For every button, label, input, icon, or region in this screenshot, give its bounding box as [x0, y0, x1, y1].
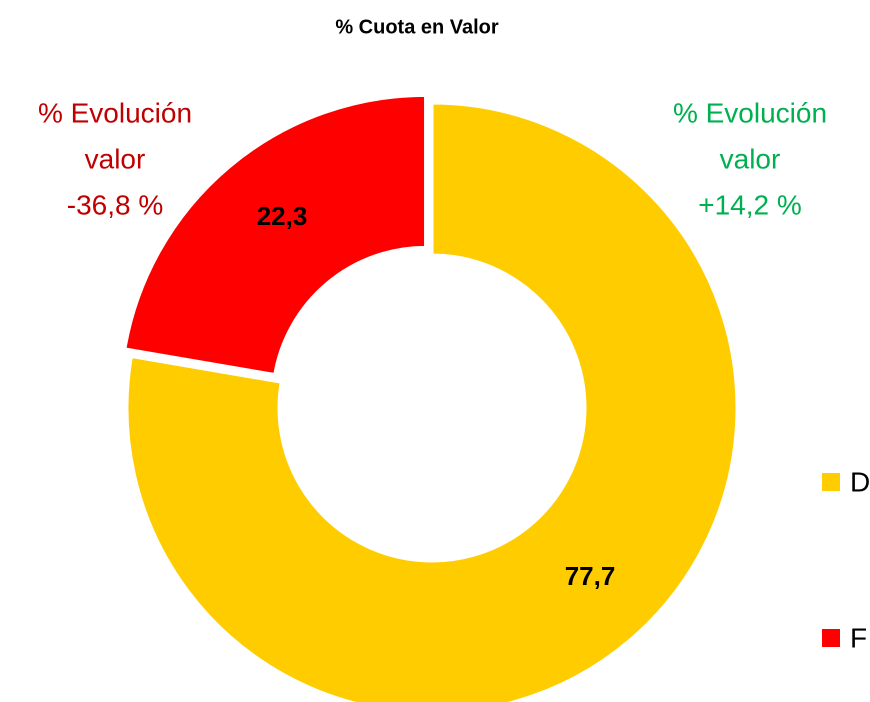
legend-swatch	[822, 629, 840, 647]
legend-label: D	[850, 466, 870, 497]
donut-slice	[123, 93, 428, 377]
data-label: 77,7	[565, 561, 616, 591]
annotation: valor	[720, 143, 781, 174]
annotation: +14,2 %	[698, 189, 802, 220]
annotation: valor	[85, 143, 146, 174]
legend-swatch	[822, 473, 840, 491]
legend-label: F	[850, 622, 867, 653]
chart-title: % Cuota en Valor	[335, 16, 499, 38]
data-label: 22,3	[257, 201, 308, 231]
donut-slice	[125, 101, 739, 702]
annotation: % Evolución	[673, 97, 827, 128]
annotation: % Evolución	[38, 97, 192, 128]
annotation: -36,8 %	[67, 189, 164, 220]
